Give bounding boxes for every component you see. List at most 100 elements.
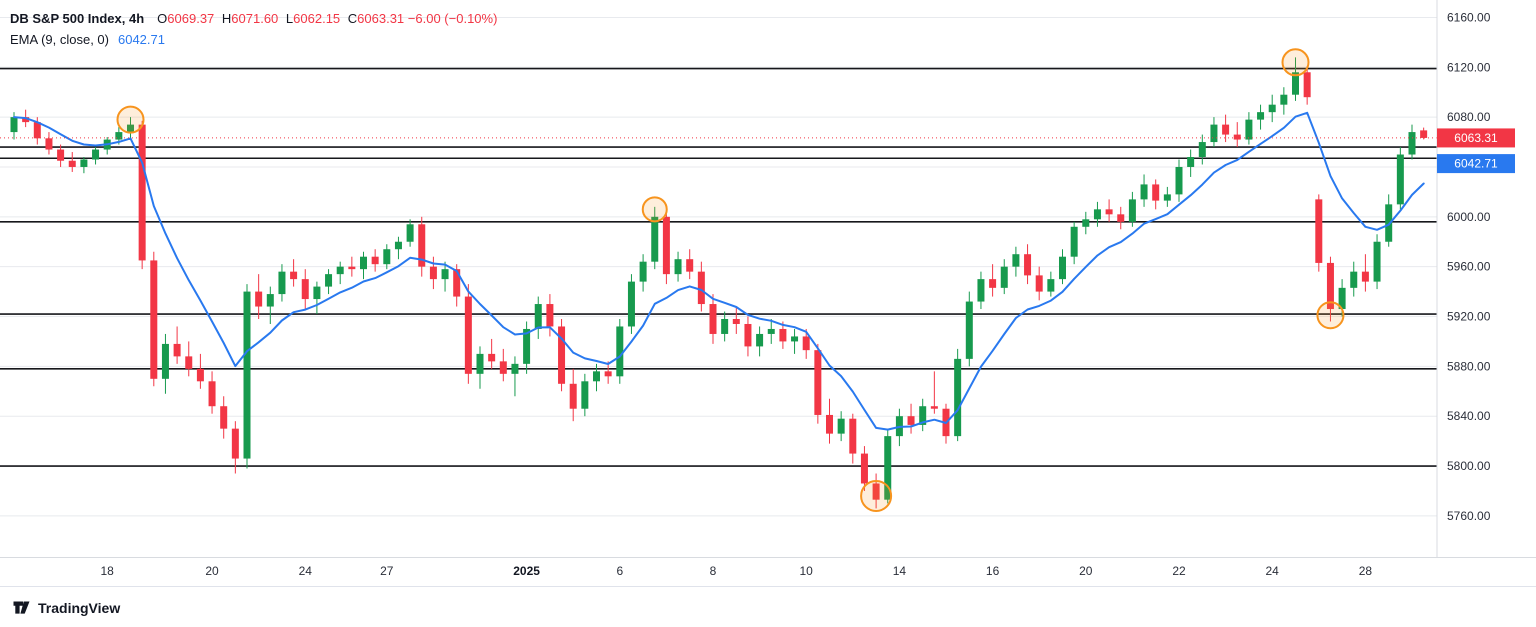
candle <box>103 137 111 155</box>
candle-body <box>57 149 65 161</box>
last-price-badge-bg <box>1437 128 1515 148</box>
drawing-circle[interactable] <box>1316 301 1345 330</box>
symbol-legend-row: DB S&P 500 Index, 4h O6069.37 H6071.60 L… <box>10 8 497 29</box>
candle-body <box>1000 266 1008 288</box>
candle <box>57 144 65 167</box>
candle <box>1128 191 1136 227</box>
candle-body <box>1152 184 1160 201</box>
drawing-circle[interactable] <box>1281 48 1310 77</box>
candle-body <box>231 428 239 459</box>
candle-body <box>1326 262 1334 310</box>
candle-body <box>1093 209 1101 220</box>
candle <box>278 264 286 302</box>
candle <box>732 306 740 334</box>
candle <box>394 236 402 260</box>
candle-body <box>779 328 787 342</box>
candle <box>464 284 472 384</box>
time-axis[interactable]: 18 20 24 27 2025 6 8 10 14 16 20 22 24 28 <box>0 557 1536 586</box>
indicator-value: 6042.71 <box>117 32 165 47</box>
time-axis-label: 20 <box>1079 564 1093 578</box>
candle <box>534 296 542 339</box>
chart-area[interactable]: 6160.006120.006080.006040.006000.005960.… <box>0 0 1536 557</box>
candle <box>406 219 414 247</box>
candle <box>546 294 554 337</box>
price-axis-label: 5960.00 <box>1447 260 1491 274</box>
candle-body <box>604 371 612 377</box>
candle <box>1117 206 1125 230</box>
candle <box>336 261 344 285</box>
candle-body <box>150 260 158 379</box>
candle-body <box>1361 271 1369 282</box>
candle <box>127 117 134 139</box>
candle <box>499 348 507 382</box>
candle <box>150 251 158 387</box>
candle <box>523 321 531 374</box>
candle <box>196 353 204 389</box>
candle-body <box>1059 256 1066 280</box>
candle <box>674 251 682 282</box>
candle <box>1163 186 1171 207</box>
candle <box>1257 104 1265 130</box>
candle <box>1361 254 1369 292</box>
candle <box>1268 94 1276 123</box>
tradingview-brand-text[interactable]: TradingView <box>38 599 121 616</box>
indicator-name[interactable]: EMA (9, close, 0) <box>10 32 109 47</box>
candle-body <box>697 271 705 305</box>
candle <box>872 473 880 509</box>
candle <box>371 249 379 272</box>
candle <box>290 259 298 287</box>
candle <box>1210 117 1218 148</box>
candle-body <box>1024 254 1032 276</box>
circle-drawings-layer <box>116 48 1345 512</box>
candle <box>837 411 845 442</box>
candle <box>161 333 169 394</box>
candle-body <box>569 383 577 409</box>
price-axis-label: 5920.00 <box>1447 310 1491 324</box>
candle <box>1152 179 1160 210</box>
drawing-circle[interactable] <box>116 105 145 134</box>
drawing-circle[interactable] <box>860 479 893 512</box>
candle <box>1000 259 1008 295</box>
candle-body <box>872 483 880 500</box>
candle-body <box>989 279 997 288</box>
tradingview-logo-icon[interactable] <box>12 598 31 617</box>
candle-body <box>616 326 624 377</box>
candle-body <box>581 381 589 409</box>
time-axis-label: 24 <box>1265 564 1279 578</box>
candles-layer <box>10 57 1428 509</box>
candle <box>325 269 333 295</box>
candle-body <box>1175 166 1183 195</box>
candle <box>266 286 274 324</box>
candle <box>930 371 938 414</box>
candle-body <box>360 256 367 270</box>
candle-body <box>1280 94 1288 105</box>
candle-body <box>1128 199 1136 222</box>
symbol-title[interactable]: DB S&P 500 Index, 4h <box>10 11 145 26</box>
time-axis-label: 18 <box>100 564 114 578</box>
drawn-lines-layer <box>0 67 1437 467</box>
candle <box>1396 147 1404 210</box>
candle-body <box>1420 130 1428 138</box>
candle <box>791 328 799 354</box>
drawing-circle[interactable] <box>641 196 668 223</box>
candle-body <box>662 216 670 275</box>
candle-body <box>313 286 321 300</box>
candle-body <box>1408 132 1416 155</box>
candle <box>1350 261 1358 297</box>
candle <box>919 398 927 432</box>
candle-body <box>965 301 973 359</box>
candle <box>627 274 635 334</box>
candle <box>1059 249 1066 285</box>
candle-body <box>1385 204 1393 242</box>
time-axis-label: 24 <box>298 564 312 578</box>
ema-line[interactable] <box>13 111 1425 431</box>
candle <box>802 328 810 359</box>
candle <box>301 269 309 310</box>
candle-body <box>1187 157 1195 167</box>
time-axis-label: 28 <box>1358 564 1373 578</box>
candle <box>231 421 239 474</box>
price-chart-canvas[interactable]: 6160.006120.006080.006040.006000.005960.… <box>0 0 1536 557</box>
candle-body <box>930 406 938 409</box>
candle <box>1024 244 1032 285</box>
candle-body <box>1396 154 1404 205</box>
